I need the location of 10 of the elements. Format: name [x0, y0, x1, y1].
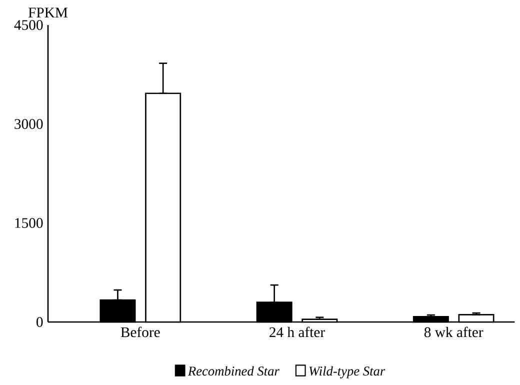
x-tick-label: 24 h after — [270, 326, 325, 338]
y-tick-label: 1500 — [15, 218, 43, 228]
y-axis-title: FPKM — [28, 8, 68, 18]
y-tick-label: 0 — [36, 317, 43, 327]
x-tick-label: 8 wk after — [424, 326, 484, 338]
x-tick-label: Before — [120, 326, 160, 338]
y-tick-label: 4500 — [14, 20, 43, 30]
y-tick-label: 3000 — [14, 119, 43, 129]
legend-label: Recombined Star — [188, 366, 280, 376]
legend-label: Wild-type Star — [309, 366, 386, 378]
